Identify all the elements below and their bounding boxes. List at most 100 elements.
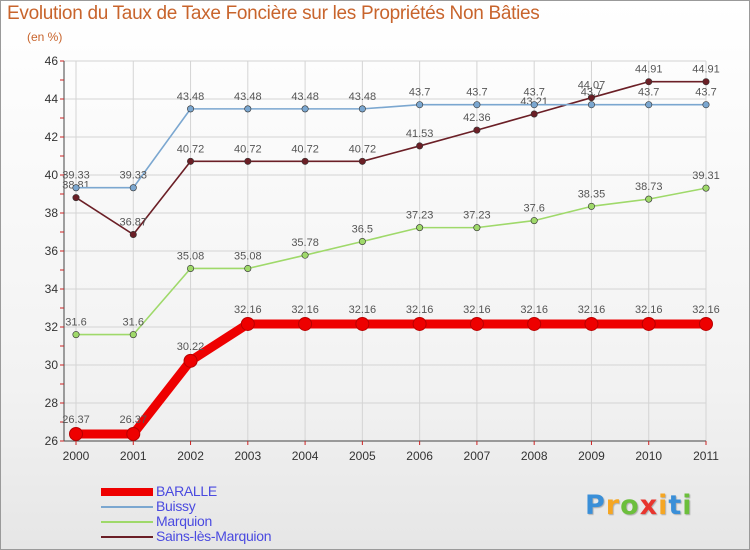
data-label: 32.16 <box>635 304 663 316</box>
data-point <box>187 157 195 165</box>
data-label: 30.22 <box>177 341 205 353</box>
data-point <box>69 426 83 441</box>
chart-title: Evolution du Taux de Taxe Foncière sur l… <box>7 3 540 24</box>
y-tick-label: 42 <box>45 130 59 144</box>
data-point <box>129 230 137 238</box>
data-label: 38.35 <box>578 188 606 200</box>
data-label: 39.33 <box>120 170 148 182</box>
legend-swatch-buissy <box>101 506 153 508</box>
y-tick-label: 34 <box>45 282 59 296</box>
logo-letter: o <box>620 490 640 521</box>
data-point <box>645 195 653 203</box>
x-tick-label: 2000 <box>63 449 90 463</box>
data-label: 40.72 <box>349 143 377 155</box>
data-point <box>301 105 309 113</box>
legend-label-baralle: BARALLE <box>156 483 217 499</box>
y-tick-label: 44 <box>45 92 59 106</box>
series-line <box>71 319 711 439</box>
x-tick-label: 2011 <box>693 449 719 463</box>
data-label: 43.7 <box>695 87 716 99</box>
data-label: 32.16 <box>406 304 434 316</box>
data-point <box>530 217 538 225</box>
y-tick-label: 26 <box>45 434 59 448</box>
data-point <box>183 353 198 368</box>
data-label: 37.23 <box>463 210 491 222</box>
data-label: 40.72 <box>234 143 262 155</box>
x-tick-label: 2006 <box>406 449 433 463</box>
data-point <box>645 101 653 109</box>
data-point <box>587 101 595 109</box>
logo-letter: P <box>585 490 606 521</box>
legend-label-sains-les-marquion: Sains-lès-Marquion <box>156 528 272 544</box>
data-point <box>358 238 366 246</box>
data-label: 44.07 <box>578 80 606 92</box>
logo-letter: i <box>682 490 693 521</box>
y-tick-label: 36 <box>45 244 59 258</box>
data-point <box>469 316 484 331</box>
data-point <box>358 105 366 113</box>
data-point <box>72 331 80 339</box>
x-tick-label: 2009 <box>578 449 605 463</box>
logo-letter: x <box>639 490 659 521</box>
data-label: 41.53 <box>406 128 434 140</box>
data-point <box>587 202 595 210</box>
legend-swatch-marquion <box>101 521 153 523</box>
data-label: 43.48 <box>234 91 262 103</box>
data-label: 43.7 <box>409 87 430 99</box>
data-label: 32.16 <box>578 304 606 316</box>
data-point <box>358 157 366 165</box>
data-label: 43.7 <box>638 87 659 99</box>
data-label: 26.37 <box>62 414 90 426</box>
data-label: 38.73 <box>635 181 663 193</box>
proxiti-logo: Proxiti <box>585 490 693 521</box>
data-point <box>473 101 481 109</box>
data-label: 35.08 <box>234 250 262 262</box>
data-point <box>416 142 424 150</box>
data-point <box>527 316 542 331</box>
legend-swatch-baralle <box>101 488 153 496</box>
data-label: 43.7 <box>581 87 602 99</box>
data-point <box>355 316 370 331</box>
data-label: 43.7 <box>466 87 487 99</box>
data-point <box>530 101 538 109</box>
data-point <box>244 264 252 272</box>
data-label: 35.08 <box>177 250 205 262</box>
data-label: 32.16 <box>349 304 377 316</box>
data-point <box>699 316 713 331</box>
data-point <box>416 101 424 109</box>
data-point <box>301 251 309 259</box>
data-point <box>641 316 656 331</box>
data-point <box>702 184 710 192</box>
data-label: 39.31 <box>692 170 720 182</box>
data-point <box>473 126 481 134</box>
legend-label-marquion: Marquion <box>156 513 212 529</box>
data-point <box>72 184 80 192</box>
data-label: 31.6 <box>65 317 86 329</box>
data-label: 35.78 <box>291 237 319 249</box>
data-label: 36.87 <box>120 216 148 228</box>
data-label: 40.72 <box>177 143 205 155</box>
y-tick-label: 38 <box>45 206 59 220</box>
data-point <box>72 194 80 202</box>
data-label: 37.6 <box>523 203 544 215</box>
data-label: 32.16 <box>520 304 548 316</box>
data-label: 32.16 <box>692 304 720 316</box>
data-point <box>587 94 595 102</box>
series-line <box>75 103 707 189</box>
y-tick-label: 30 <box>45 358 59 372</box>
x-tick-label: 2005 <box>349 449 376 463</box>
y-tick-label: 46 <box>45 54 59 68</box>
y-axis-unit-label: (en %) <box>27 30 63 44</box>
data-point <box>126 426 141 441</box>
legend-label-buissy: Buissy <box>156 498 196 514</box>
x-tick-label: 2002 <box>177 449 204 463</box>
data-point <box>129 184 137 192</box>
data-label: 32.16 <box>234 304 262 316</box>
data-label: 43.48 <box>291 91 319 103</box>
data-label: 44.91 <box>692 64 720 76</box>
data-point <box>240 316 255 331</box>
data-label: 43.48 <box>349 91 377 103</box>
series-line <box>75 187 707 336</box>
data-label: 32.16 <box>291 304 319 316</box>
